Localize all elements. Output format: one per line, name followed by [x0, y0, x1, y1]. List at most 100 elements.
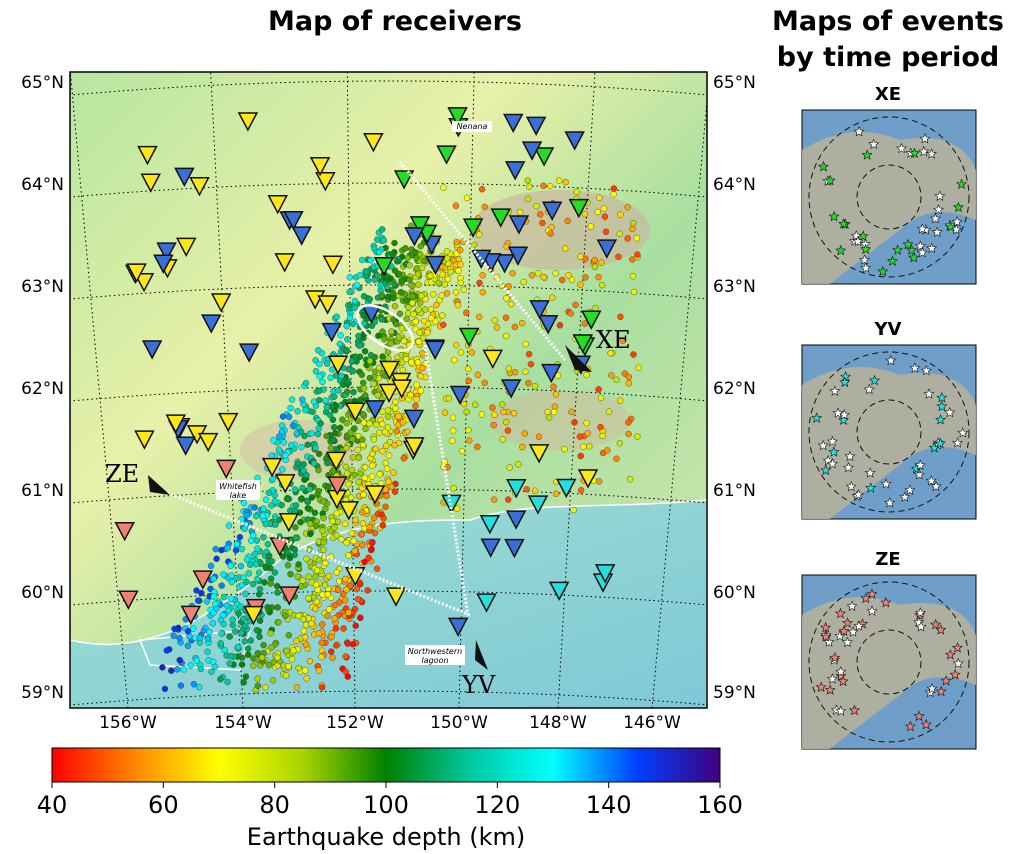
- station: [291, 226, 312, 246]
- earthquake: [559, 276, 566, 284]
- earthquake: [299, 484, 306, 492]
- station: [275, 474, 296, 494]
- earthquake: [311, 509, 319, 516]
- earthquake: [366, 296, 373, 303]
- earthquake: [366, 523, 373, 531]
- earthquake: [391, 488, 399, 495]
- earthquake: [524, 195, 532, 203]
- earthquake: [308, 494, 316, 501]
- earthquake: [417, 243, 424, 250]
- station: [261, 457, 283, 478]
- earthquake: [247, 537, 255, 544]
- station: [568, 198, 590, 219]
- station: [141, 340, 163, 360]
- earthquake: [269, 677, 277, 684]
- earthquake: [440, 321, 447, 328]
- earthquake: [302, 621, 310, 629]
- earthquake: [568, 408, 575, 416]
- earthquake: [380, 237, 388, 244]
- earthquake: [355, 478, 362, 486]
- earthquake: [552, 490, 560, 497]
- station: [480, 538, 501, 558]
- earthquake: [317, 420, 324, 427]
- earthquake: [297, 428, 305, 435]
- earthquake: [321, 582, 329, 589]
- earthquake: [455, 267, 462, 274]
- earthquake: [383, 465, 391, 472]
- inset-event: [860, 262, 872, 273]
- earthquake: [407, 391, 414, 399]
- earthquake: [463, 309, 470, 316]
- earthquake: [243, 512, 250, 519]
- earthquake: [472, 401, 479, 408]
- earthquake: [506, 464, 513, 471]
- earthquake: [346, 274, 354, 281]
- lon-label: 146°W: [623, 713, 681, 733]
- earthquake: [571, 419, 578, 426]
- earthquake: [608, 372, 615, 379]
- earthquake: [327, 374, 334, 381]
- earthquake: [343, 539, 350, 546]
- station: [180, 605, 202, 625]
- earthquake: [350, 537, 357, 545]
- earthquake: [260, 534, 267, 541]
- earthquake: [252, 561, 260, 568]
- inset-land: [802, 597, 976, 749]
- earthquake: [378, 316, 385, 323]
- inset-event: [860, 592, 872, 604]
- inset-event: [935, 624, 947, 635]
- earthquake: [243, 556, 251, 563]
- earthquake: [184, 627, 192, 635]
- station: [215, 459, 237, 479]
- station: [278, 512, 300, 533]
- inset-event: [936, 400, 948, 412]
- station: [556, 478, 577, 499]
- earthquake: [369, 450, 376, 457]
- earthquake: [328, 648, 335, 655]
- station: [192, 570, 214, 590]
- earthquake: [533, 202, 540, 210]
- inset-event: [832, 407, 844, 418]
- meridian: [651, 95, 707, 708]
- earthquake: [556, 322, 564, 329]
- earthquake: [235, 610, 242, 617]
- earthquake: [242, 590, 249, 598]
- earthquake: [583, 419, 590, 427]
- earthquake: [352, 516, 359, 524]
- earthquake: [268, 644, 275, 651]
- earthquake: [383, 492, 390, 500]
- earthquake: [361, 558, 368, 566]
- earthquake: [324, 459, 331, 467]
- earthquake: [343, 586, 350, 593]
- earthquake: [342, 463, 350, 471]
- earthquake: [416, 329, 423, 336]
- earthquake: [476, 313, 483, 321]
- earthquake: [287, 570, 294, 578]
- earthquake: [398, 325, 405, 332]
- station: [140, 173, 161, 193]
- earthquake: [491, 317, 498, 324]
- earthquake: [353, 585, 361, 593]
- earthquake: [413, 396, 420, 403]
- earthquake: [597, 423, 604, 431]
- inset-event: [934, 437, 946, 449]
- earthquake: [370, 514, 378, 521]
- earthquake: [400, 455, 407, 462]
- earthquake: [313, 581, 320, 588]
- earthquake: [342, 653, 349, 660]
- earthquake: [270, 437, 277, 444]
- earthquake: [415, 281, 422, 288]
- station: [137, 145, 158, 166]
- station: [494, 254, 515, 274]
- earthquake: [289, 422, 297, 429]
- station: [321, 322, 342, 343]
- earthquake: [399, 419, 407, 426]
- earthquake: [275, 619, 282, 626]
- meridian: [70, 72, 129, 708]
- earthquake: [204, 648, 211, 655]
- earthquake: [303, 497, 311, 505]
- inset-event: [884, 497, 896, 508]
- earthquake: [368, 322, 376, 329]
- earthquake: [254, 682, 262, 689]
- earthquake: [387, 275, 394, 282]
